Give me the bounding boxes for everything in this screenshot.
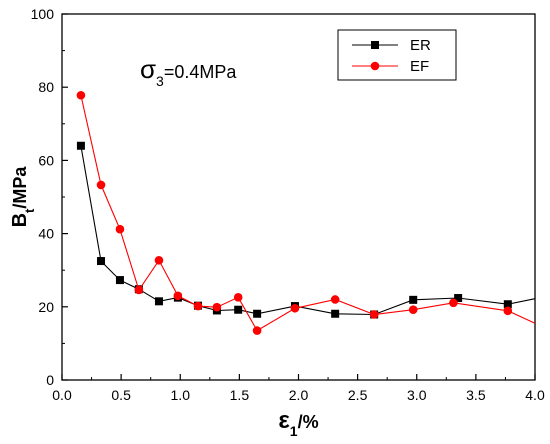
legend-box: [337, 29, 457, 81]
series-ef-point: [115, 224, 125, 234]
y-tick-label: 60: [38, 152, 54, 168]
series-ef-point: [369, 310, 379, 319]
series-ef-point: [212, 302, 222, 312]
series-ef-point: [154, 256, 164, 265]
plot-frame: [61, 13, 536, 381]
series-ef-point: [290, 303, 300, 313]
x-tick-label: 3.0: [407, 387, 427, 403]
series-er-point: [454, 294, 463, 303]
series-ef-point: [449, 298, 458, 308]
x-tick-label: 3.5: [466, 387, 486, 403]
legend-ef-label: EF: [410, 58, 429, 75]
legend-er-marker: [371, 41, 379, 49]
series-er-point: [97, 257, 106, 266]
series-ef-point: [173, 291, 183, 301]
x-axis-title-rest: /%: [298, 412, 319, 432]
x-axis-title-main: ε: [278, 407, 289, 434]
series-ef-point: [193, 301, 203, 311]
series-ef-point: [233, 292, 243, 302]
legend-er-label: ER: [410, 37, 431, 54]
series-er-point: [409, 295, 418, 304]
condition-annotation-rest: =0.4MPa: [164, 62, 238, 82]
series-er-point: [234, 305, 243, 314]
series-ef: [76, 90, 536, 335]
series-er-point: [253, 309, 262, 318]
y-axis-title-rest: /MPa: [10, 166, 30, 209]
x-axis-title-sub: 1: [290, 423, 298, 439]
condition-annotation: σ3=0.4MPa: [140, 54, 237, 89]
y-tick-label: 0: [46, 372, 54, 388]
y-axis-title-sub: t: [22, 208, 37, 213]
legend-ef-marker: [370, 61, 380, 71]
y-axis-title-main: B: [9, 213, 31, 227]
series-er: [76, 141, 536, 319]
series-ef-point: [96, 180, 106, 190]
y-tick-label: 100: [31, 6, 55, 22]
x-tick-label: 1.5: [230, 387, 250, 403]
x-tick-label: 1.0: [171, 387, 191, 403]
y-tick-label: 40: [38, 226, 54, 242]
series-er-line: [80, 145, 536, 316]
y-tick-label: 80: [38, 79, 54, 95]
series-er-point: [331, 309, 340, 318]
series-ef-point: [408, 305, 418, 315]
x-axis-title: ε1/%: [278, 407, 318, 439]
series-ef-point: [252, 326, 262, 335]
y-tick-label: 20: [38, 299, 54, 315]
series-ef-point: [330, 295, 340, 304]
x-tick-label: 4.0: [525, 387, 545, 403]
x-tick-label: 2.5: [348, 387, 368, 403]
x-tick-label: 0.5: [111, 387, 131, 403]
series-er-point: [115, 276, 124, 285]
condition-annotation-main: σ: [140, 54, 156, 84]
y-axis-title: Bt/MPa: [9, 166, 37, 228]
series-ef-point: [503, 306, 513, 316]
series-er-point: [154, 297, 163, 306]
series-er-point: [503, 300, 512, 309]
x-tick-label: 0.0: [52, 387, 72, 403]
series-ef-point: [76, 90, 86, 100]
condition-annotation-sub: 3: [156, 73, 164, 89]
x-tick-label: 2.0: [289, 387, 309, 403]
series-er-point: [76, 141, 85, 150]
series-ef-point: [134, 285, 144, 295]
